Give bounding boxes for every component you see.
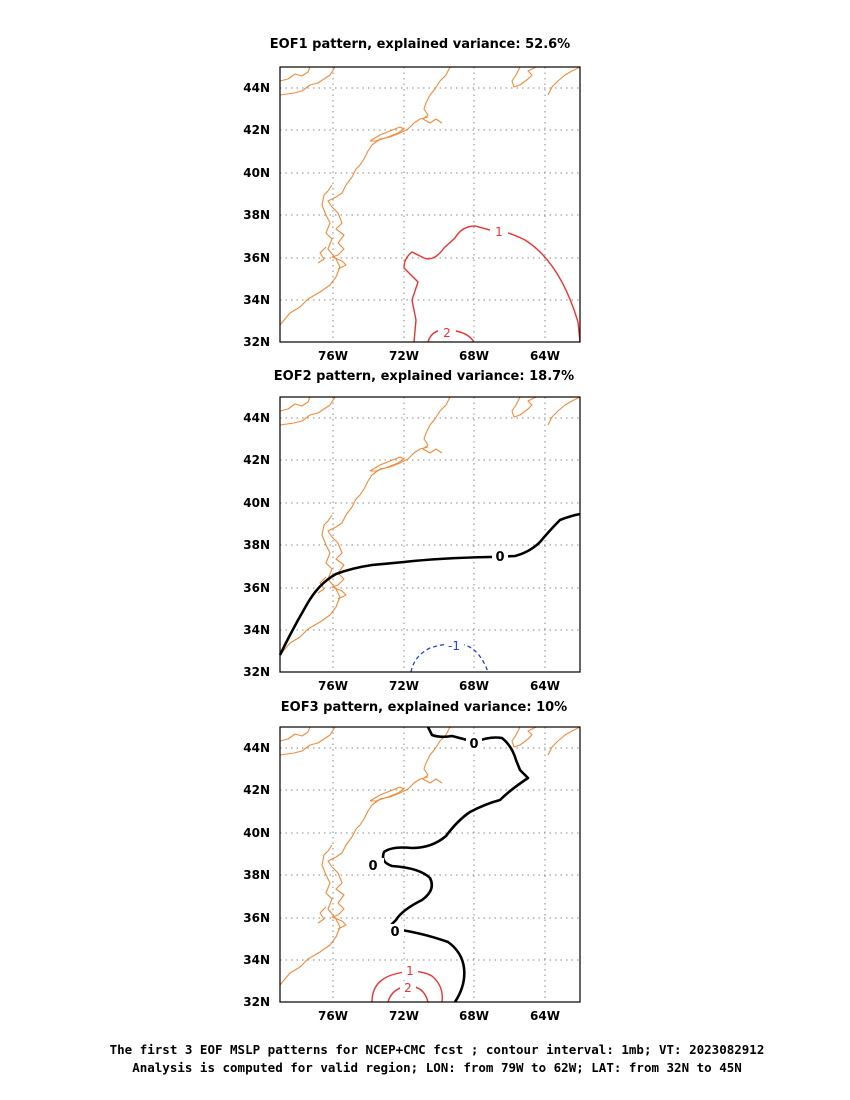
eof2-lon-ticks: 76W 72W 68W 64W <box>318 679 560 693</box>
eof2-lat-tick: 40N <box>243 496 270 510</box>
eof1-contour-label-2: 2 <box>443 326 451 340</box>
eof1-map: 1 2 <box>279 66 581 343</box>
eof2-lat-ticks: 44N 42N 40N 38N 36N 34N 32N <box>243 411 270 679</box>
eof2-map: 0 -1 <box>278 396 581 673</box>
eof3-lon-tick: 76W <box>318 1009 348 1023</box>
eof1-contour-label-1: 1 <box>495 225 503 239</box>
eof2-lat-tick: 38N <box>243 538 270 552</box>
eof2-contour-0 <box>278 512 581 656</box>
eof3-lon-tick: 68W <box>459 1009 489 1023</box>
eof1-lat-tick: 32N <box>243 335 270 349</box>
eof1-lon-ticks: 76W 72W 68W 64W <box>318 349 560 363</box>
eof1-frame <box>279 66 581 343</box>
eof3-gridlines <box>280 727 580 1002</box>
eof1-lat-tick: 44N <box>243 81 270 95</box>
eof1-lon-tick: 72W <box>389 349 419 363</box>
eof3-contour-label-0: 0 <box>368 859 377 874</box>
eof2-panel: EOF2 pattern, explained variance: 18.7% … <box>243 369 581 693</box>
eof3-lon-tick: 64W <box>530 1009 560 1023</box>
eof1-lat-ticks: 44N 42N 40N 38N 36N 34N 32N <box>243 81 270 349</box>
eof3-lat-tick: 40N <box>243 826 270 840</box>
caption-line-2: Analysis is computed for valid region; L… <box>132 1060 742 1075</box>
eof1-lat-tick: 42N <box>243 123 270 137</box>
eof3-frame <box>279 726 581 1003</box>
eof2-frame <box>279 396 581 673</box>
figure-caption: The first 3 EOF MSLP patterns for NCEP+C… <box>110 1042 765 1075</box>
eof3-lon-tick: 72W <box>389 1009 419 1023</box>
eof2-lat-tick: 36N <box>243 581 270 595</box>
eof3-contour-label-0: 0 <box>469 737 478 752</box>
eof3-lat-tick: 32N <box>243 995 270 1009</box>
eof1-lat-tick: 36N <box>243 251 270 265</box>
eof3-lat-tick: 36N <box>243 911 270 925</box>
eof3-contour-label-1: 1 <box>406 964 414 978</box>
eof2-lat-tick: 34N <box>243 623 270 637</box>
eof1-title: EOF1 pattern, explained variance: 52.6% <box>270 37 570 52</box>
eof1-gridlines <box>280 67 580 342</box>
eof1-lat-tick: 40N <box>243 166 270 180</box>
eof2-title: EOF2 pattern, explained variance: 18.7% <box>274 369 574 384</box>
eof3-contour-label-0: 0 <box>390 925 399 940</box>
eof3-lat-tick: 38N <box>243 868 270 882</box>
eof3-lat-ticks: 44N 42N 40N 38N 36N 34N 32N <box>243 741 270 1009</box>
eof3-title: EOF3 pattern, explained variance: 10% <box>281 700 567 715</box>
eof2-coastline <box>279 396 581 656</box>
eof2-lon-tick: 68W <box>459 679 489 693</box>
eof3-contour-label-2: 2 <box>404 981 412 995</box>
eof1-contour-1 <box>403 225 581 343</box>
eof3-map: 0 0 0 1 2 <box>279 726 581 1003</box>
eof2-contour-label-neg1: -1 <box>448 639 460 653</box>
eof2-lon-tick: 76W <box>318 679 348 693</box>
eof3-lat-tick: 42N <box>243 783 270 797</box>
eof3-contour-0 <box>381 726 530 1003</box>
eof1-lat-tick: 34N <box>243 293 270 307</box>
eof1-lat-tick: 38N <box>243 208 270 222</box>
eof1-lon-tick: 64W <box>530 349 560 363</box>
eof3-lat-tick: 34N <box>243 953 270 967</box>
eof3-lat-tick: 44N <box>243 741 270 755</box>
eof1-panel: EOF1 pattern, explained variance: 52.6% … <box>243 37 581 363</box>
eof2-contour-label-0: 0 <box>495 550 504 565</box>
eof2-lon-tick: 72W <box>389 679 419 693</box>
eof1-lon-tick: 76W <box>318 349 348 363</box>
eof3-coastline <box>279 726 581 986</box>
eof1-coastline <box>279 66 581 326</box>
eof3-lon-ticks: 76W 72W 68W 64W <box>318 1009 560 1023</box>
eof2-lon-tick: 64W <box>530 679 560 693</box>
caption-line-1: The first 3 EOF MSLP patterns for NCEP+C… <box>110 1042 765 1057</box>
eof2-lat-tick: 42N <box>243 453 270 467</box>
eof2-lat-tick: 44N <box>243 411 270 425</box>
eof2-lat-tick: 32N <box>243 665 270 679</box>
eof1-lon-tick: 68W <box>459 349 489 363</box>
eof2-gridlines <box>280 397 580 672</box>
eof3-panel: EOF3 pattern, explained variance: 10% 0 <box>243 700 581 1023</box>
